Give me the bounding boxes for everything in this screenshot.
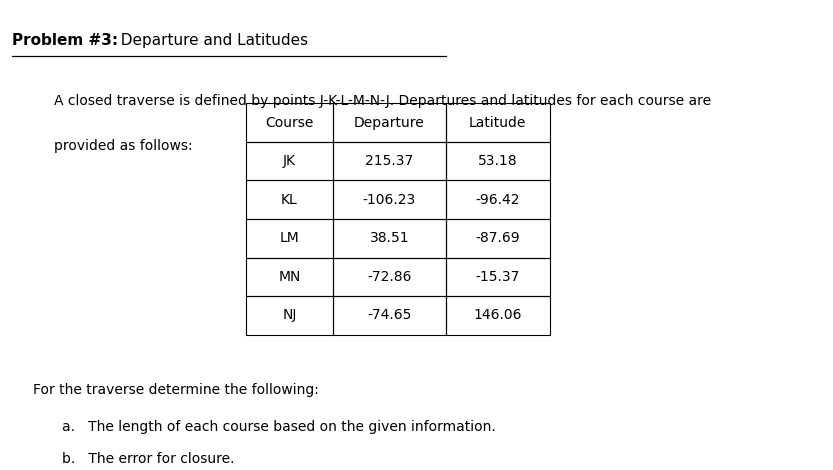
Text: MN: MN xyxy=(278,270,301,284)
Text: For the traverse determine the following:: For the traverse determine the following… xyxy=(33,383,319,397)
Text: -87.69: -87.69 xyxy=(476,231,520,245)
Text: Course: Course xyxy=(265,116,314,130)
Bar xyxy=(446,180,550,219)
Bar xyxy=(446,219,550,258)
Text: LM: LM xyxy=(280,231,299,245)
Bar xyxy=(446,258,550,296)
Text: -72.86: -72.86 xyxy=(367,270,412,284)
Bar xyxy=(246,103,333,142)
Text: Problem #3:: Problem #3: xyxy=(12,33,118,48)
Text: Departure and Latitudes: Departure and Latitudes xyxy=(111,33,308,48)
Bar xyxy=(333,219,446,258)
Text: provided as follows:: provided as follows: xyxy=(54,139,192,153)
Text: 53.18: 53.18 xyxy=(478,154,517,168)
Bar xyxy=(333,142,446,180)
Text: a.   The length of each course based on the given information.: a. The length of each course based on th… xyxy=(62,420,496,434)
Text: NJ: NJ xyxy=(282,308,297,322)
Bar xyxy=(246,258,333,296)
Text: -96.42: -96.42 xyxy=(476,193,520,207)
Text: -106.23: -106.23 xyxy=(363,193,416,207)
Bar xyxy=(246,180,333,219)
Bar xyxy=(446,103,550,142)
Bar xyxy=(333,103,446,142)
Bar xyxy=(446,296,550,335)
Text: b.   The error for closure.: b. The error for closure. xyxy=(62,452,235,466)
Text: Latitude: Latitude xyxy=(469,116,526,130)
Text: -15.37: -15.37 xyxy=(476,270,520,284)
Text: KL: KL xyxy=(281,193,298,207)
Text: 146.06: 146.06 xyxy=(473,308,522,322)
Bar xyxy=(333,296,446,335)
Bar xyxy=(333,180,446,219)
Bar xyxy=(246,142,333,180)
Bar xyxy=(246,296,333,335)
Text: A closed traverse is defined by points J-K-L-M-N-J. Departures and latitudes for: A closed traverse is defined by points J… xyxy=(54,94,711,108)
Text: 215.37: 215.37 xyxy=(366,154,413,168)
Text: JK: JK xyxy=(283,154,296,168)
Text: 38.51: 38.51 xyxy=(370,231,409,245)
Text: Departure: Departure xyxy=(354,116,425,130)
Bar xyxy=(333,258,446,296)
Bar xyxy=(446,142,550,180)
Text: -74.65: -74.65 xyxy=(367,308,412,322)
Bar xyxy=(246,219,333,258)
